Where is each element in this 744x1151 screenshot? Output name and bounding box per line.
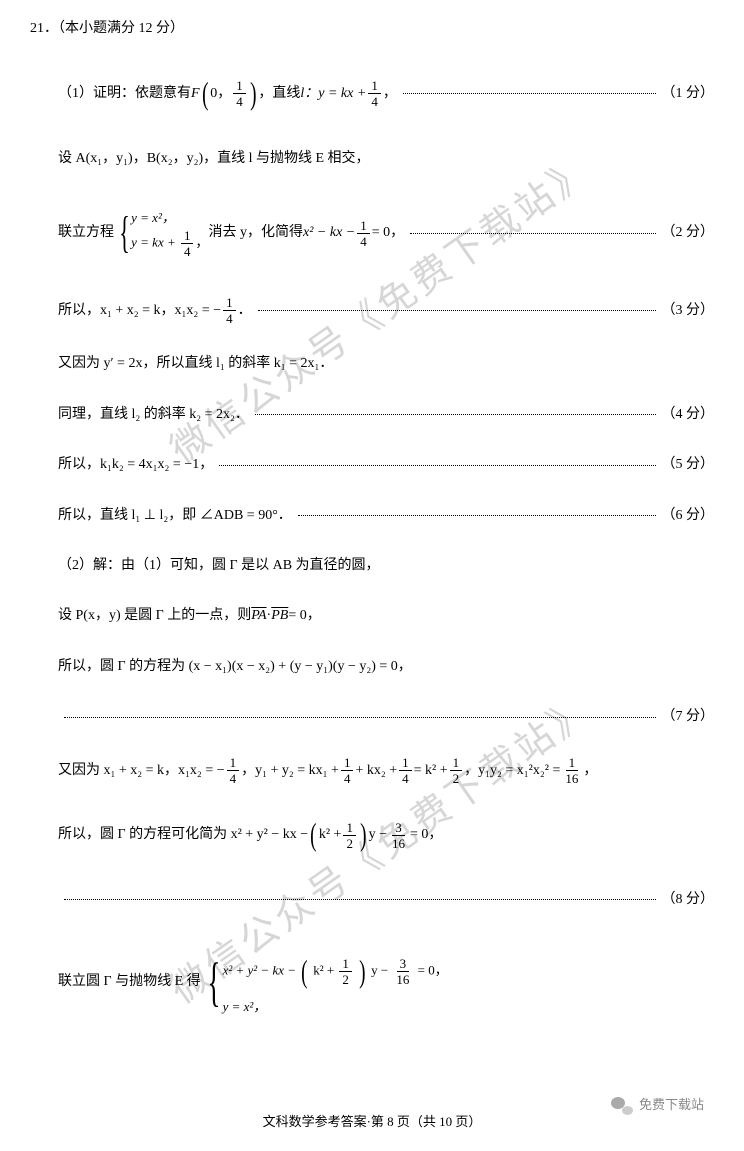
rparen-icon: ) <box>360 809 366 860</box>
proof-line-8: 所以，直线 l₁ ⊥ l₂，即 ∠ADB = 90°． （6 分） <box>58 505 714 527</box>
eq: x² − kx − <box>303 222 355 244</box>
text: 设 P(x，y) 是圆 Γ 上的一点，则 <box>58 605 251 627</box>
dotted-leader <box>298 515 656 516</box>
text: ，直线 <box>258 83 300 105</box>
text: = k² + <box>414 760 448 782</box>
text: y − <box>369 824 387 846</box>
fraction: 12 <box>343 821 356 850</box>
text: 同理，直线 l₂ 的斜率 k₂ = 2x₂． <box>58 404 249 426</box>
score-6: （6 分） <box>662 505 715 527</box>
text: 所以，x₁ + x₂ = k，x₁x₂ = − <box>58 300 221 322</box>
dotted-leader <box>258 310 656 311</box>
text: 消去 y，化简得 <box>209 222 304 244</box>
text: = 0， <box>372 222 404 244</box>
text: 所以，k₁k₂ = 4x₁x₂ = −1， <box>58 454 213 476</box>
text: 所以，圆 Γ 的方程可化简为 x² + y² − kx − <box>58 824 308 846</box>
wechat-icon <box>611 1097 633 1115</box>
dotted-leader <box>64 717 656 718</box>
proof-line-1: （1）证明：依题意有 F ( 0， 14 ) ，直线 l： y = kx + 1… <box>58 68 714 119</box>
proof-line-12: 又因为 x₁ + x₂ = k，x₁x₂ = − 14 ，y₁ + y₂ = k… <box>58 756 714 785</box>
fraction: 14 <box>233 79 246 108</box>
wechat-watermark: 免费下载站 <box>611 1095 704 1116</box>
text: ． <box>238 300 252 322</box>
dotted-leader <box>255 414 656 415</box>
text: 又因为 y′ = 2x，所以直线 l₁ 的斜率 k₁ = 2x₁． <box>58 353 333 375</box>
text: 联立圆 Γ 与抛物线 E 得 <box>58 971 201 993</box>
fraction: 14 <box>223 296 236 325</box>
proof-line-6: 同理，直线 l₂ 的斜率 k₂ = 2x₂． （4 分） <box>58 404 714 426</box>
fraction: 14 <box>227 756 240 785</box>
text: （2）解：由（1）可知，圆 Γ 是以 AB 为直径的圆， <box>58 555 380 577</box>
dotted-leader <box>64 899 656 900</box>
proof-line-14: 联立圆 Γ 与抛物线 E 得 { x² + y² − kx − ( k² + 1… <box>58 939 714 1025</box>
fraction: 116 <box>562 756 581 785</box>
score-line-7: （7 分） <box>58 706 714 728</box>
brace-icon: { <box>119 198 130 268</box>
score-2: （2 分） <box>662 222 715 244</box>
score-line-8: （8 分） <box>58 889 714 911</box>
text: 所以，圆 Γ 的方程为 (x − x₁)(x − x₂) + (y − y₁)(… <box>58 656 412 678</box>
dotted-leader <box>403 93 656 94</box>
fraction: 14 <box>399 756 412 785</box>
lparen-icon: ( <box>310 809 316 860</box>
var-F: F <box>191 83 200 105</box>
proof-line-2: 设 A(x₁，y₁)，B(x₂，y₂)，直线 l 与抛物线 E 相交， <box>58 148 714 170</box>
text: 联立方程 <box>58 222 114 244</box>
score-7: （7 分） <box>662 706 715 728</box>
proof-line-5: 又因为 y′ = 2x，所以直线 l₁ 的斜率 k₁ = 2x₁． <box>58 353 714 375</box>
text: 又因为 x₁ + x₂ = k，x₁x₂ = − <box>58 760 225 782</box>
var-l: l： <box>300 83 318 105</box>
vector-PB: PB <box>271 605 288 627</box>
lparen-icon: ( <box>202 68 208 119</box>
score-4: （4 分） <box>662 404 715 426</box>
fraction: 12 <box>450 756 463 785</box>
score-3: （3 分） <box>662 300 715 322</box>
proof-line-7: 所以，k₁k₂ = 4x₁x₂ = −1， （5 分） <box>58 454 714 476</box>
text: k² + <box>319 824 342 846</box>
fraction: 14 <box>357 219 370 248</box>
text: + kx₂ + <box>355 760 397 782</box>
equation-system: y = x²， y = kx + 14， <box>131 208 208 258</box>
brace-icon: { <box>207 939 220 1025</box>
proof-line-13: 所以，圆 Γ 的方程可化简为 x² + y² − kx − ( k² + 12 … <box>58 809 714 860</box>
text: （1）证明：依题意有 <box>58 83 191 105</box>
text: 设 A(x₁，y₁)，B(x₂，y₂)，直线 l 与抛物线 E 相交， <box>58 148 370 170</box>
text: ，y₁y₂ = x₁²x₂² = <box>464 760 560 782</box>
text: ，y₁ + y₂ = kx₁ + <box>241 760 339 782</box>
text: ， <box>383 83 397 105</box>
vector-PA: PA <box>251 605 266 627</box>
score-8: （8 分） <box>662 889 715 911</box>
eq: y = kx + <box>318 83 366 105</box>
text: = 0， <box>288 605 320 627</box>
text: = 0， <box>410 824 442 846</box>
proof-line-10: 设 P(x，y) 是圆 Γ 上的一点，则 PA · PB = 0， <box>58 605 714 627</box>
score-1: （1 分） <box>662 83 715 105</box>
dotted-leader <box>219 465 655 466</box>
question-number: 21．（本小题满分 12 分） <box>30 18 714 40</box>
proof-line-3: 联立方程 { y = x²， y = kx + 14， 消去 y，化简得 x² … <box>58 198 714 268</box>
wechat-text: 免费下载站 <box>639 1095 704 1116</box>
fraction: 316 <box>389 821 408 850</box>
dotted-leader <box>410 233 655 234</box>
fraction: 14 <box>341 756 354 785</box>
score-5: （5 分） <box>662 454 715 476</box>
text: 所以，直线 l₁ ⊥ l₂，即 ∠ADB = 90°． <box>58 505 292 527</box>
text: 0， <box>210 83 231 105</box>
equation-system: x² + y² − kx − ( k² + 12 ) y − 316 = 0， … <box>223 946 448 1018</box>
fraction: 14 <box>368 79 381 108</box>
proof-line-11: 所以，圆 Γ 的方程为 (x − x₁)(x − x₂) + (y − y₁)(… <box>58 656 714 678</box>
proof-line-4: 所以，x₁ + x₂ = k，x₁x₂ = − 14 ． （3 分） <box>58 296 714 325</box>
proof-line-9: （2）解：由（1）可知，圆 Γ 是以 AB 为直径的圆， <box>58 555 714 577</box>
text: ， <box>583 760 597 782</box>
rparen-icon: ) <box>250 68 256 119</box>
